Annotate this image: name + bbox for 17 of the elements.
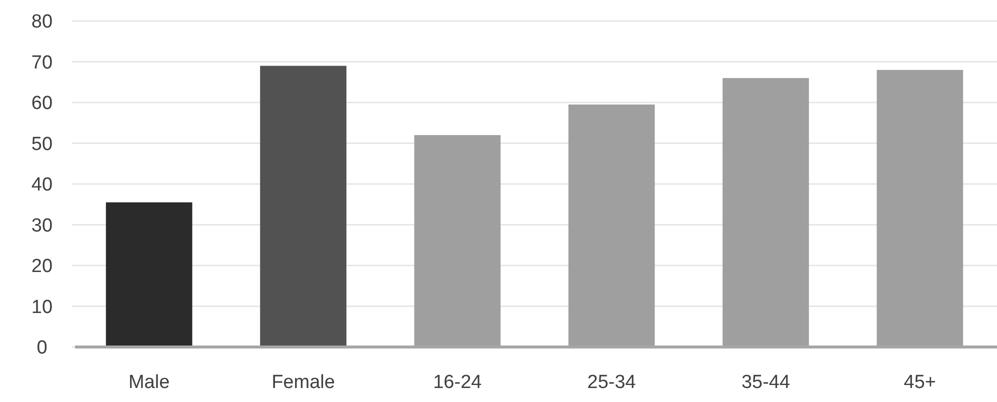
bar <box>260 66 346 347</box>
y-tick-label: 20 <box>31 256 53 278</box>
y-tick-label: 80 <box>31 12 53 33</box>
x-tick-label: 35-44 <box>741 372 790 393</box>
x-tick-label: 25-34 <box>587 372 636 393</box>
x-tick-label: Female <box>272 372 335 393</box>
y-tick-label: 50 <box>31 134 53 155</box>
x-tick-label: 16-24 <box>433 372 482 393</box>
y-tick-label: 10 <box>31 296 53 318</box>
y-tick-label: 30 <box>31 215 53 236</box>
y-tick-label: 60 <box>31 93 53 114</box>
y-tick-label: 40 <box>31 174 53 196</box>
y-tick-label: 0 <box>36 338 48 359</box>
x-tick-label: 45+ <box>904 372 936 393</box>
x-tick-label: Male <box>128 372 170 393</box>
y-tick-label: 70 <box>31 52 53 74</box>
bar <box>106 202 192 347</box>
